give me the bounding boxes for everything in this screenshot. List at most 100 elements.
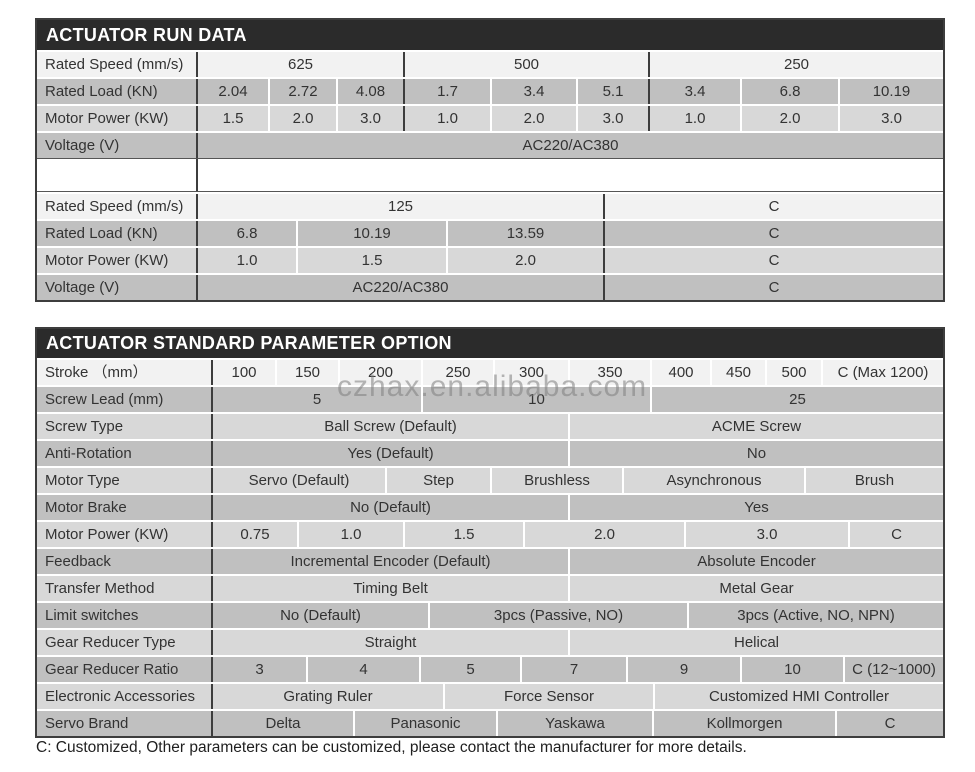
table-cell: 2.0 <box>446 248 603 273</box>
table-cell: 10.19 <box>838 79 943 104</box>
run-data-table-title: ACTUATOR RUN DATA <box>37 20 943 50</box>
table-cell: 5 <box>419 657 520 682</box>
row-label: Voltage (V) <box>37 275 198 300</box>
table-cell: 1.7 <box>403 79 490 104</box>
table-cell: 100 <box>231 364 257 381</box>
table-cell: Absolute Encoder <box>568 549 943 574</box>
table-cell: 7 <box>520 657 626 682</box>
table-row-screw-type: Screw Type Ball Screw (Default) ACME Screw <box>37 412 943 439</box>
table-cell: C <box>603 221 943 246</box>
table-cell: 1.5 <box>296 248 446 273</box>
table-cell: 250 <box>421 360 493 385</box>
table-cell: Brushless <box>490 468 622 493</box>
row-label: Motor Brake <box>37 495 213 520</box>
table-cell: 150 <box>275 360 338 385</box>
table-cell: 10 <box>421 387 650 412</box>
table-cell: 1.0 <box>403 106 490 131</box>
row-label: Rated Speed (mm/s) <box>37 52 198 77</box>
row-label: Servo Brand <box>37 711 213 736</box>
table-row-feedback: Feedback Incremental Encoder (Default) Abs… <box>37 547 943 574</box>
table-row-electronic-accessories: Electronic Accessories Grating Ruler Force… <box>37 682 943 709</box>
table-cell: 300 <box>493 360 568 385</box>
table-cell: 5 <box>312 391 322 408</box>
table-cell: Kollmorgen <box>652 711 835 736</box>
table-row-motor-power-kw: Motor Power (KW) 1.0 1.5 2.0 C <box>37 246 943 273</box>
table-cell: 10.19 <box>296 221 446 246</box>
row-label: Gear Reducer Ratio <box>37 657 213 682</box>
table-cell: 350 <box>568 360 650 385</box>
row-label: Limit switches <box>37 603 213 628</box>
table-cell: 250 <box>648 52 943 77</box>
table-cell: 6.8 <box>236 225 258 242</box>
table-cell: 10 <box>740 657 843 682</box>
table-cell: 1.0 <box>648 106 740 131</box>
table-cell: Grating Ruler <box>283 688 373 705</box>
table-cell: 3.4 <box>648 79 740 104</box>
table-cell: Incremental Encoder (Default) <box>290 553 491 570</box>
row-label: Rated Speed (mm/s) <box>37 194 198 219</box>
table-row-stroke-mm: Stroke （mm） 100 150 200 250 300 350 400 450 500 C … <box>37 358 943 385</box>
row-label: Motor Power (KW) <box>37 106 198 131</box>
table-cell: 1.0 <box>236 252 258 269</box>
table-cell: 1.5 <box>222 110 244 127</box>
table-cell: 25 <box>650 387 943 412</box>
row-label: Stroke （mm） <box>37 360 213 385</box>
table-cell: 3.0 <box>838 106 943 131</box>
row-label: Gear Reducer Type <box>37 630 213 655</box>
table-cell: C (Max 1200) <box>821 360 943 385</box>
table-row-servo-brand: Servo Brand Delta Panasonic Yaskawa Kollmorg… <box>37 709 943 736</box>
table-row-limit-switches: Limit switches No (Default) 3pcs (Passive,… <box>37 601 943 628</box>
table-cell: AC220/AC380 <box>352 279 449 296</box>
table-row-voltage-v: Voltage (V) AC220/AC380 C <box>37 273 943 300</box>
row-label: Transfer Method <box>37 576 213 601</box>
table-cell: AC220/AC380 <box>522 137 619 154</box>
row-label: Rated Load (KN) <box>37 221 198 246</box>
table-cell: C <box>848 522 943 547</box>
table-row-voltage-v: Voltage (V) AC220/AC380 <box>37 131 943 158</box>
table-cell: Yes <box>568 495 943 520</box>
footer-note: C: Customized, Other parameters can be c… <box>36 739 747 756</box>
table-row-anti-rotation: Anti-Rotation Yes (Default) No <box>37 439 943 466</box>
row-label: Voltage (V) <box>37 133 198 158</box>
row-label: Rated Load (KN) <box>37 79 198 104</box>
table-row-rated-speed-mm-s: Rated Speed (mm/s) 125 C <box>37 192 943 219</box>
table-cell: 3pcs (Active, NO, NPN) <box>687 603 943 628</box>
table-cell: Brush <box>804 468 943 493</box>
table-cell: C <box>835 711 943 736</box>
row-label: Anti-Rotation <box>37 441 213 466</box>
table-cell: 3.0 <box>684 522 848 547</box>
table-cell: Asynchronous <box>622 468 804 493</box>
table-cell: Step <box>385 468 490 493</box>
table-cell: 200 <box>338 360 421 385</box>
table-row-motor-type: Motor Type Servo (Default) Step Brushless As… <box>37 466 943 493</box>
table-cell: 2.04 <box>218 83 248 100</box>
table-cell: 2.0 <box>740 106 838 131</box>
table-cell: 6.8 <box>740 79 838 104</box>
parameter-table-body: Stroke （mm） 100 150 200 250 300 350 400 450 500 C … <box>37 358 943 736</box>
table-cell: 2.72 <box>268 79 336 104</box>
table-cell: Yaskawa <box>496 711 652 736</box>
table-cell: 0.75 <box>240 526 270 543</box>
table-cell: 5.1 <box>576 79 648 104</box>
table-cell: C <box>603 248 943 273</box>
table-cell: 4 <box>306 657 419 682</box>
table-row-screw-lead-mm: Screw Lead (mm) 5 10 25 <box>37 385 943 412</box>
table-cell: 3.0 <box>576 106 648 131</box>
table-cell: Customized HMI Controller <box>653 684 943 709</box>
table-row-motor-brake: Motor Brake No (Default) Yes <box>37 493 943 520</box>
row-label: Feedback <box>37 549 213 574</box>
table-row-gear-reducer-type: Gear Reducer Type Straight Helical <box>37 628 943 655</box>
table-cell: Metal Gear <box>568 576 943 601</box>
table-cell: 3 <box>255 661 264 678</box>
table-row-rated-load-kn: Rated Load (KN) 2.04 2.72 4.08 1.7 3.4 5.1 3.4 6… <box>37 77 943 104</box>
table-row-gear-reducer-ratio: Gear Reducer Ratio 3 4 5 7 9 10 C (12~1000) <box>37 655 943 682</box>
row-label: Motor Type <box>37 468 213 493</box>
table-cell: 1.5 <box>403 522 523 547</box>
table-section-gap <box>37 158 943 192</box>
table-cell: C <box>603 194 943 219</box>
table-cell: 625 <box>287 56 314 73</box>
table-row-transfer-method: Transfer Method Timing Belt Metal Gear <box>37 574 943 601</box>
table-cell: No (Default) <box>280 607 361 624</box>
table-cell: Straight <box>364 634 417 651</box>
table-cell: 9 <box>626 657 740 682</box>
